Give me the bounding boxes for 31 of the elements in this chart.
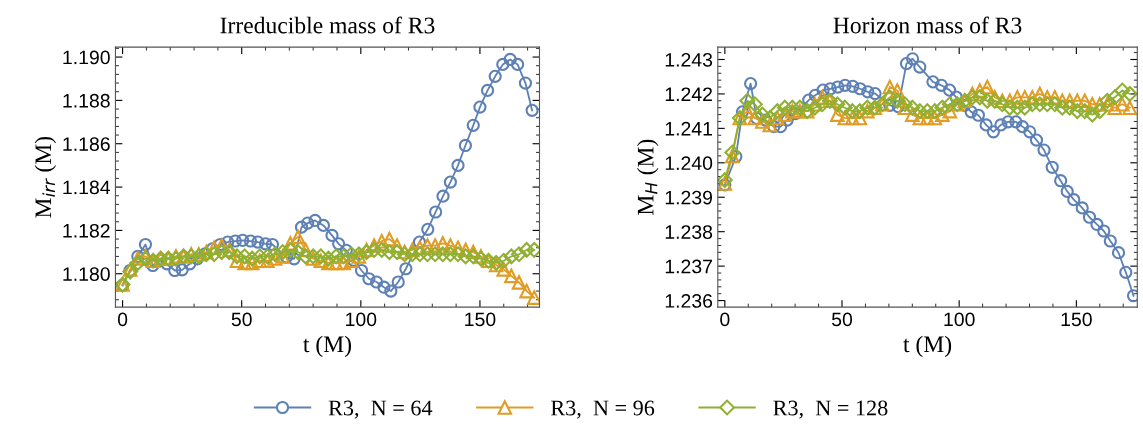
y-tick-label: 1.241: [665, 121, 712, 136]
chart-title: Horizon mass of R3: [833, 16, 1022, 34]
y-tick-label: 1.236: [665, 294, 713, 308]
x-tick-label: 0: [720, 312, 730, 327]
chart-title: Irreducible mass of R3: [220, 16, 435, 34]
x-tick-label: 150: [1061, 312, 1092, 327]
x-tick-label: 0: [117, 312, 128, 327]
y-tick-label: 1.188: [63, 93, 110, 108]
y-tick-label: 1.239: [665, 190, 713, 205]
x-tick-label: 100: [346, 312, 377, 327]
y-tick-label: 1.242: [665, 87, 712, 101]
legend-label: R3, N = 96: [550, 400, 655, 419]
x-tick-label: 100: [944, 312, 975, 327]
y-tick-label: 1.190: [63, 50, 110, 65]
legend-label: R3, N = 128: [773, 400, 888, 419]
y-tick-label: 1.180: [63, 267, 110, 281]
legend-label: R3, N = 64: [328, 400, 433, 419]
y-tick-label: 1.182: [63, 223, 110, 238]
x-axis-title: t (M): [903, 335, 952, 358]
y-axis-title: M$_{irr}$ (M): [34, 136, 57, 218]
x-tick-label: 50: [831, 312, 853, 327]
y-tick-label: 1.186: [63, 137, 110, 151]
y-tick-label: 1.238: [665, 225, 713, 239]
y-tick-label: 1.237: [665, 259, 712, 274]
x-axis-title: t (M): [303, 335, 352, 358]
y-tick-label: 1.243: [665, 52, 713, 67]
x-tick-label: 50: [231, 312, 252, 327]
y-axis-title: M$_{H}$ (M): [637, 139, 659, 215]
x-tick-label: 150: [465, 312, 496, 327]
y-tick-label: 1.184: [63, 180, 111, 195]
y-tick-label: 1.240: [665, 156, 713, 171]
